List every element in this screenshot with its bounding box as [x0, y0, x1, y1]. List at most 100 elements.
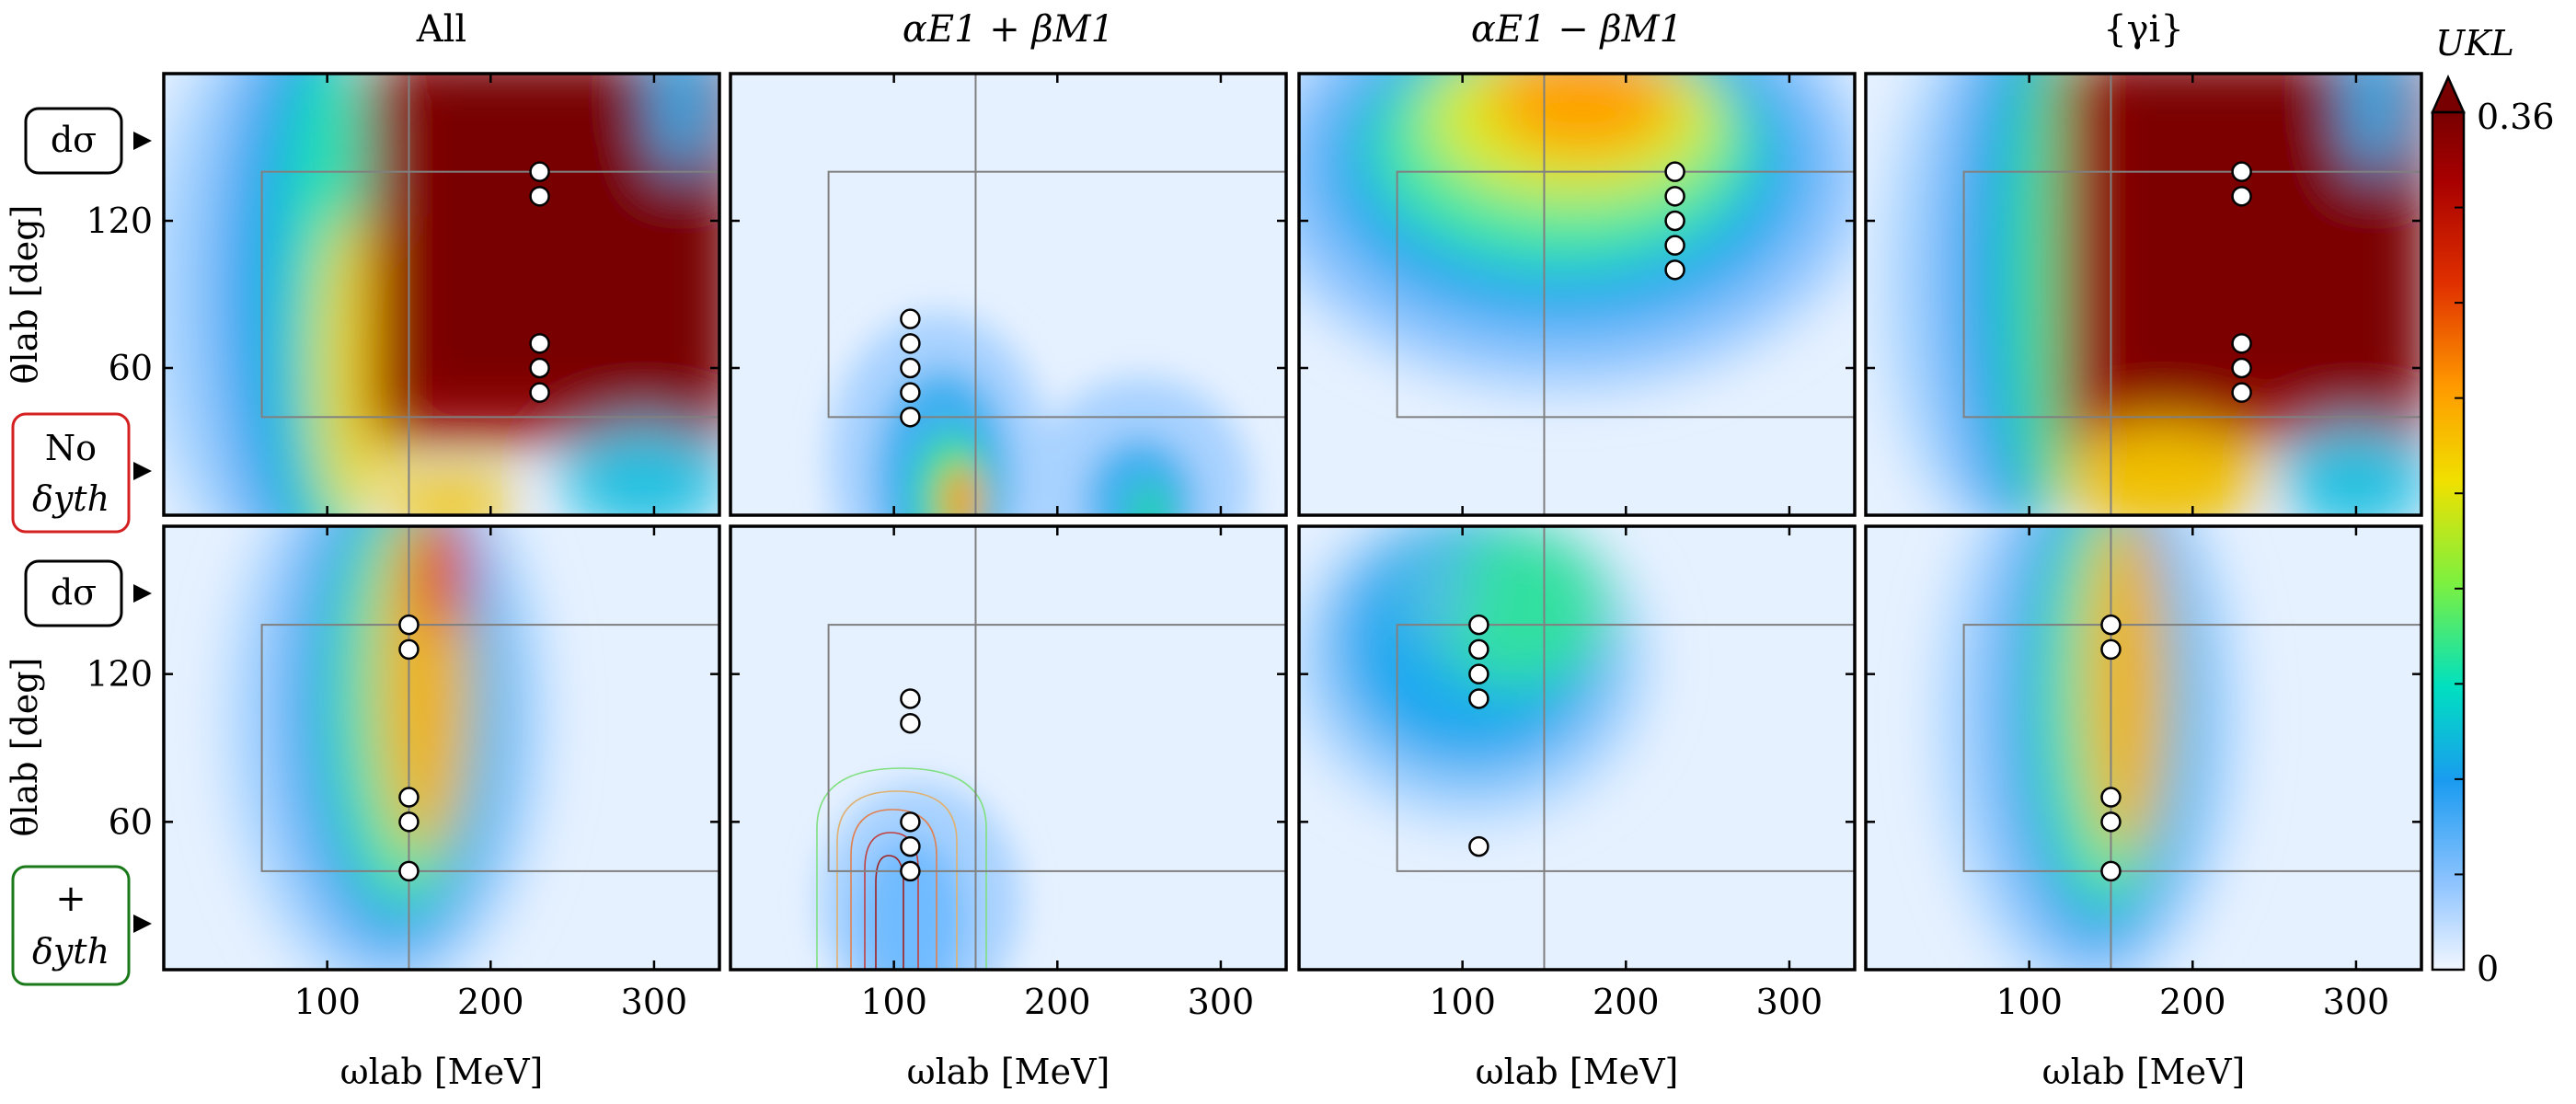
row-label-bottom-0: No δyth	[11, 412, 152, 534]
x-tick-label: 100	[1429, 982, 1496, 1022]
data-point	[900, 712, 921, 734]
colorbar: UKL 0.36 0	[2431, 23, 2555, 989]
row-label-top-1: dσ	[24, 559, 152, 627]
row-arrow-bottom-1	[133, 914, 152, 933]
data-point	[1468, 835, 1489, 857]
data-point	[900, 333, 921, 354]
colorbar-extend-arrow	[2431, 74, 2466, 114]
x-tick-label: 100	[1995, 982, 2063, 1022]
data-point	[529, 333, 550, 354]
data-point	[1468, 614, 1489, 636]
data-point	[398, 787, 420, 808]
x-axis-label-0: ωlab [MeV]	[340, 1052, 544, 1092]
x-axis-label-3: ωlab [MeV]	[2042, 1052, 2246, 1092]
data-point	[1468, 663, 1489, 684]
y-tick-label: 120	[86, 654, 153, 695]
y-axis-label-1: θlab [deg]	[5, 658, 45, 837]
x-tick-label: 100	[293, 982, 361, 1022]
column-title-3: {γi}	[2103, 8, 2184, 51]
x-tick-label: 100	[860, 982, 927, 1022]
row-label-top-0-text: dσ	[51, 120, 97, 160]
x-tick-label: 300	[621, 982, 688, 1022]
row-arrow-top-0	[133, 132, 152, 150]
data-point	[900, 407, 921, 428]
data-point	[529, 382, 550, 403]
x-axis-label-2: ωlab [MeV]	[1476, 1052, 1679, 1092]
panel-frame	[162, 524, 721, 972]
panel-0-1	[729, 72, 1288, 517]
data-point	[2100, 638, 2122, 661]
data-point	[1468, 688, 1489, 709]
panel-frame	[729, 524, 1288, 972]
panel-0-0: 60 120	[86, 72, 721, 517]
data-point	[2100, 860, 2122, 882]
y-tick-label: 60	[109, 348, 153, 388]
row-arrow-top-1	[133, 584, 152, 603]
x-tick-label: 300	[1756, 982, 1823, 1022]
data-point	[529, 186, 550, 207]
data-point	[900, 811, 921, 833]
panel-1-1: 100 200 300	[729, 524, 1288, 1022]
x-tick-label: 300	[2323, 982, 2390, 1022]
x-tick-label: 200	[1593, 982, 1660, 1022]
data-point	[2231, 357, 2252, 379]
data-point	[398, 638, 420, 661]
x-tick-label: 200	[1024, 982, 1091, 1022]
data-point	[900, 382, 921, 403]
data-point	[2100, 811, 2122, 833]
colorbar-label: UKL	[2435, 23, 2514, 63]
row-label-top-1-text: dσ	[51, 572, 97, 613]
data-point	[2231, 161, 2252, 182]
row-label-bottom-0-line1: No	[45, 428, 97, 468]
data-point	[1664, 235, 1685, 256]
x-axis-label-1: ωlab [MeV]	[907, 1052, 1110, 1092]
column-title-2: αE1 − βM1	[1471, 8, 1683, 51]
column-title-0: All	[416, 8, 466, 51]
panel-0-2	[1297, 72, 1857, 517]
data-point	[1468, 638, 1489, 661]
x-tick-label: 200	[2159, 982, 2226, 1022]
data-point	[398, 811, 420, 833]
row-label-bottom-1: + δyth	[11, 865, 152, 986]
row-arrow-bottom-0	[133, 462, 152, 480]
data-point	[2231, 333, 2252, 354]
data-point	[529, 161, 550, 182]
data-point	[900, 688, 921, 709]
panel-1-3: 100 200 300	[1864, 524, 2423, 1022]
colorbar-min-label: 0	[2477, 949, 2499, 989]
y-tick-label: 60	[109, 801, 153, 842]
data-point	[398, 860, 420, 882]
data-point	[398, 614, 420, 636]
panel-frame	[729, 72, 1288, 517]
row-label-bottom-1-line2: δyth	[32, 931, 109, 972]
panel-frame	[1297, 524, 1857, 972]
colorbar-gradient	[2432, 112, 2464, 970]
data-point	[900, 860, 921, 882]
panel-0-3	[1864, 72, 2423, 517]
colorbar-max-label: 0.36	[2477, 97, 2555, 137]
panel-frame	[162, 72, 721, 517]
row-label-bottom-1-line1: +	[55, 878, 86, 920]
data-point	[1664, 210, 1685, 232]
panel-1-0: 100 200 300 60 120	[86, 524, 721, 1022]
panel-frame	[1297, 72, 1857, 517]
data-point	[2231, 382, 2252, 403]
panel-1-2: 100 200 300	[1297, 524, 1857, 1022]
data-point	[900, 308, 921, 329]
data-point	[529, 357, 550, 379]
panel-frame	[1864, 524, 2423, 972]
data-point	[2231, 186, 2252, 207]
data-point	[1664, 259, 1685, 281]
heatmap-layer	[164, 74, 2421, 970]
row-label-top-0: dσ	[24, 107, 152, 175]
x-tick-label: 300	[1188, 982, 1255, 1022]
y-axis-label-0: θlab [deg]	[5, 205, 45, 385]
column-title-1: αE1 + βM1	[903, 8, 1114, 51]
row-label-bottom-0-line2: δyth	[32, 478, 109, 519]
data-point	[1664, 186, 1685, 207]
data-point	[900, 835, 921, 857]
panel-frame	[1864, 72, 2423, 517]
data-point	[2100, 614, 2122, 636]
data-point	[900, 357, 921, 379]
